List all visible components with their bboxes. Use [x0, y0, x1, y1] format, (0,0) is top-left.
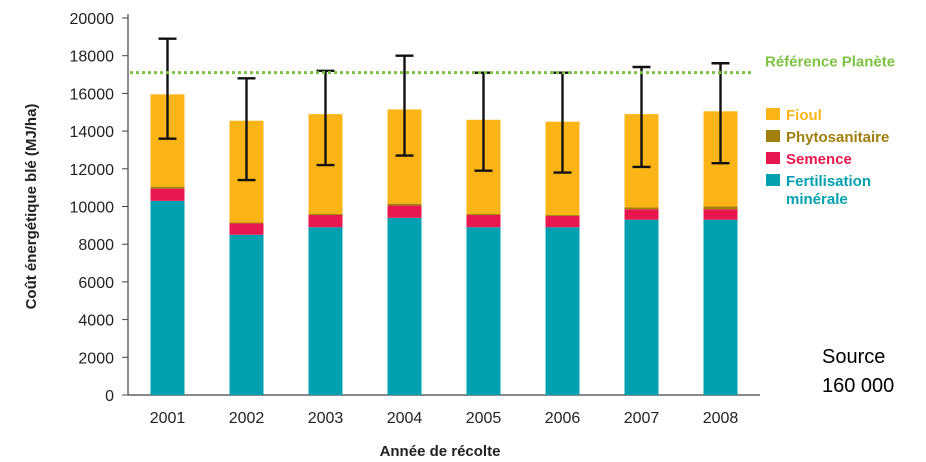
bar-segment-2004-0: [387, 217, 422, 395]
y-tick-label: 2000: [78, 350, 114, 367]
legend-label-3-line2: minérale: [786, 191, 848, 208]
bar-segment-2002-0: [229, 234, 264, 395]
bars-group: [150, 94, 738, 395]
bar-segment-2004-1: [387, 205, 422, 218]
y-axis-title: Coût énergétique blé (MJ/ha): [23, 104, 40, 310]
bar-segment-2007-2: [624, 207, 659, 210]
legend-swatch-2: [766, 152, 780, 164]
source-note-line1: Source: [822, 346, 885, 368]
y-tick-label: 8000: [78, 237, 114, 254]
y-tick-label: 10000: [70, 200, 115, 217]
x-axis-title: Année de récolte: [380, 443, 501, 460]
y-tick-label: 12000: [70, 162, 115, 179]
y-tick-label: 6000: [78, 275, 114, 292]
source-note-line2: 160 000: [822, 375, 894, 397]
bar-segment-2002-1: [229, 223, 264, 235]
legend-label-0: Fioul: [786, 107, 822, 124]
y-axis-ticks: 0 2000 4000 6000 8000 10000 12000 14000 16000 180…: [70, 11, 128, 405]
x-axis-ticks: 2001 2002 2003 2004 2005 2006 2007 2008: [150, 410, 739, 427]
legend-swatch-0: [766, 108, 780, 120]
bar-segment-2008-2: [703, 206, 738, 210]
legend-label-2: Semence: [786, 151, 852, 168]
legend-swatch-3: [766, 174, 780, 186]
legend: Fioul Phytosanitaire Semence Fertilisationm…: [766, 107, 889, 208]
reference-line-label: Référence Planète: [765, 54, 895, 71]
x-tick-label-2004: 2004: [387, 410, 423, 427]
bar-segment-2007-0: [624, 219, 659, 395]
bar-segment-2006-2: [545, 214, 580, 216]
bar-segment-2007-1: [624, 209, 659, 220]
x-tick-label-2002: 2002: [229, 410, 265, 427]
bar-segment-2006-1: [545, 215, 580, 228]
x-tick-label-2001: 2001: [150, 410, 186, 427]
y-tick-label: 20000: [70, 11, 115, 28]
bar-segment-2005-2: [466, 214, 501, 215]
bar-segment-2005-1: [466, 214, 501, 228]
legend-label-3: Fertilisation: [786, 173, 871, 190]
bar-segment-2001-0: [150, 200, 185, 395]
y-tick-label: 4000: [78, 313, 114, 330]
x-tick-label-2007: 2007: [624, 410, 660, 427]
bar-segment-2005-0: [466, 227, 501, 395]
bar-segment-2008-1: [703, 209, 738, 220]
error-bars-group: [158, 37, 730, 182]
legend-label-1: Phytosanitaire: [786, 129, 889, 146]
legend-swatch-1: [766, 130, 780, 142]
bar-segment-2003-1: [308, 214, 343, 228]
x-tick-label-2006: 2006: [545, 410, 581, 427]
y-tick-label: 18000: [70, 49, 115, 66]
bar-segment-2003-0: [308, 227, 343, 395]
bar-segment-2002-2: [229, 222, 264, 224]
bar-segment-2001-2: [150, 186, 185, 189]
y-tick-label: 14000: [70, 124, 115, 141]
x-tick-label-2008: 2008: [703, 410, 739, 427]
x-tick-label-2005: 2005: [466, 410, 502, 427]
y-tick-label: 16000: [70, 86, 115, 103]
bar-segment-2008-0: [703, 219, 738, 395]
bar-segment-2004-2: [387, 203, 422, 206]
bar-segment-2006-0: [545, 227, 580, 395]
bar-segment-2003-2: [308, 214, 343, 215]
x-tick-label-2003: 2003: [308, 410, 344, 427]
y-tick-label: 0: [105, 388, 114, 405]
bar-segment-2001-1: [150, 188, 185, 201]
